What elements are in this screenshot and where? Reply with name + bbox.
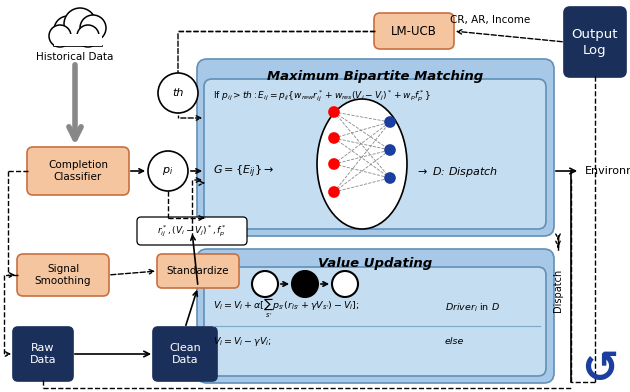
FancyBboxPatch shape	[374, 13, 454, 49]
FancyBboxPatch shape	[137, 217, 247, 245]
Text: $V_i = V_i - \gamma V_i;$: $V_i = V_i - \gamma V_i;$	[213, 334, 272, 347]
Circle shape	[54, 16, 82, 44]
Ellipse shape	[317, 99, 407, 229]
Text: Clean
Data: Clean Data	[169, 343, 201, 365]
Circle shape	[329, 187, 339, 197]
Circle shape	[329, 107, 339, 117]
Text: CR, AR, Income: CR, AR, Income	[450, 15, 530, 25]
Text: else: else	[445, 336, 464, 345]
Text: Standardize: Standardize	[167, 266, 229, 276]
Text: ↺: ↺	[581, 348, 619, 392]
Text: Value Updating: Value Updating	[318, 258, 433, 270]
Circle shape	[252, 271, 278, 297]
Text: Environment: Environment	[585, 166, 630, 176]
Text: Maximum Bipartite Matching: Maximum Bipartite Matching	[267, 69, 484, 82]
FancyBboxPatch shape	[157, 254, 239, 288]
FancyBboxPatch shape	[13, 327, 73, 381]
Circle shape	[49, 25, 71, 47]
Text: Dispatch: Dispatch	[553, 269, 563, 312]
Text: Historical Data: Historical Data	[37, 52, 113, 62]
Text: Signal
Smoothing: Signal Smoothing	[35, 264, 91, 286]
FancyBboxPatch shape	[204, 267, 546, 376]
Circle shape	[332, 271, 358, 297]
Text: If $p_{ij} > th : E_{ij} = p_{ij}\{w_{rew}r_{ij}^* + w_{res}(V_i - V_j)^* + w_p : If $p_{ij} > th : E_{ij} = p_{ij}\{w_{re…	[213, 88, 431, 104]
FancyBboxPatch shape	[27, 147, 129, 195]
Circle shape	[80, 15, 106, 41]
Text: Raw
Data: Raw Data	[30, 343, 56, 365]
Text: $\mathit{Driver}_i$ in $D$: $\mathit{Driver}_i$ in $D$	[445, 302, 500, 314]
Text: $G = \{E_{ij}\} \rightarrow$: $G = \{E_{ij}\} \rightarrow$	[213, 164, 274, 180]
Circle shape	[148, 151, 188, 191]
FancyBboxPatch shape	[564, 7, 626, 77]
Circle shape	[385, 173, 395, 183]
Circle shape	[77, 25, 99, 47]
Text: $p_i$: $p_i$	[163, 165, 174, 177]
FancyBboxPatch shape	[17, 254, 109, 296]
Circle shape	[385, 145, 395, 155]
Circle shape	[329, 159, 339, 169]
Bar	[54, 34, 102, 46]
Text: Output
Log: Output Log	[572, 27, 618, 56]
FancyBboxPatch shape	[197, 59, 554, 236]
Circle shape	[64, 8, 96, 40]
Text: Completion
Classifier: Completion Classifier	[48, 160, 108, 182]
Text: $r^*_{ij},(V_i-V_j)^*,f^*_p$: $r^*_{ij},(V_i-V_j)^*,f^*_p$	[157, 223, 227, 239]
Text: $V_i = V_i + \alpha[\sum_{s^\prime} p_{s^\prime}(r_{is^\prime} + \gamma V_{s^\pr: $V_i = V_i + \alpha[\sum_{s^\prime} p_{s…	[213, 296, 360, 320]
Circle shape	[385, 117, 395, 127]
FancyBboxPatch shape	[204, 79, 546, 229]
FancyBboxPatch shape	[153, 327, 217, 381]
Circle shape	[292, 271, 318, 297]
Circle shape	[158, 73, 198, 113]
Text: th: th	[173, 88, 184, 98]
Text: LM-UCB: LM-UCB	[391, 25, 437, 38]
Circle shape	[329, 133, 339, 143]
FancyBboxPatch shape	[197, 249, 554, 383]
Text: $\rightarrow$ $D$: Dispatch: $\rightarrow$ $D$: Dispatch	[415, 165, 498, 179]
